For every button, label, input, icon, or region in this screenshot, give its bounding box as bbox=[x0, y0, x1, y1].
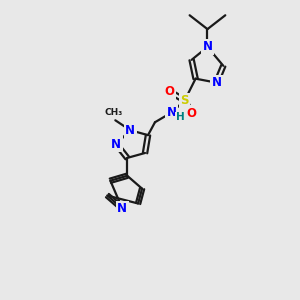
Text: N: N bbox=[212, 76, 221, 89]
Text: N: N bbox=[202, 40, 212, 53]
Text: H: H bbox=[176, 112, 184, 122]
Text: O: O bbox=[165, 85, 175, 98]
Text: S: S bbox=[180, 94, 189, 107]
Text: N: N bbox=[111, 138, 121, 151]
Text: O: O bbox=[187, 107, 196, 120]
Text: N: N bbox=[167, 106, 177, 119]
Text: CH₃: CH₃ bbox=[104, 108, 122, 117]
Text: N: N bbox=[125, 124, 135, 137]
Text: N: N bbox=[117, 202, 127, 215]
